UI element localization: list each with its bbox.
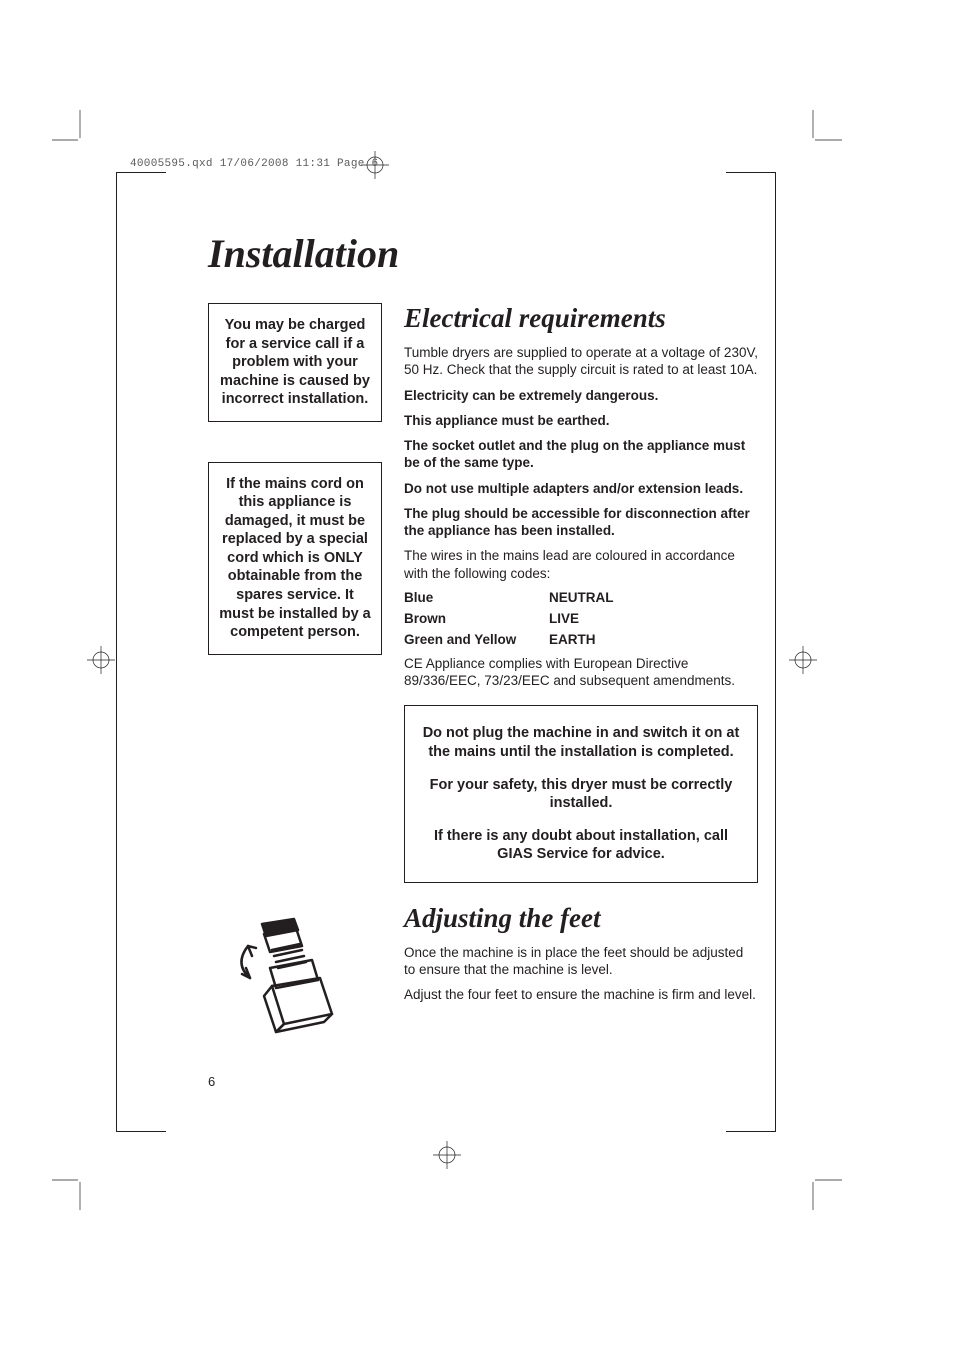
page-number: 6 (208, 1074, 215, 1089)
two-column-layout: You may be charged for a service call if… (208, 303, 758, 1012)
warning-text: If there is any doubt about installation… (421, 827, 741, 864)
wires-intro: The wires in the mains lead are coloured… (404, 547, 758, 582)
electrical-warn: This appliance must be earthed. (404, 412, 758, 429)
electrical-warn: The plug should be accessible for discon… (404, 505, 758, 540)
ce-compliance-text: CE Appliance complies with European Dire… (404, 655, 758, 690)
table-row: Brown LIVE (404, 611, 758, 626)
table-row: Blue NEUTRAL (404, 590, 758, 605)
page-root: 40005595.qxd 17/06/2008 11:31 Page 6 Ins… (0, 0, 954, 1351)
wire-terminal: EARTH (549, 632, 596, 647)
registration-mark-bottom (432, 1140, 462, 1170)
wire-colour: Green and Yellow (404, 632, 549, 647)
electrical-intro: Tumble dryers are supplied to operate at… (404, 344, 758, 379)
warning-text: Do not plug the machine in and switch it… (421, 724, 741, 761)
table-row: Green and Yellow EARTH (404, 632, 758, 647)
warning-text: For your safety, this dryer must be corr… (421, 776, 741, 813)
registration-mark-right (788, 645, 818, 675)
electrical-warn: Do not use multiple adapters and/or exte… (404, 480, 758, 497)
main-column: Electrical requirements Tumble dryers ar… (404, 303, 758, 1012)
sidebar-column: You may be charged for a service call if… (208, 303, 382, 1012)
sidebar-text: If the mains cord on this appliance is d… (219, 475, 371, 642)
wire-terminal: NEUTRAL (549, 590, 614, 605)
registration-mark-left (86, 645, 116, 675)
installation-warning-box: Do not plug the machine in and switch it… (404, 705, 758, 882)
wire-colour-table: Blue NEUTRAL Brown LIVE Green and Yellow… (404, 590, 758, 647)
heading-adjusting-feet: Adjusting the feet (404, 903, 758, 934)
electrical-warn: The socket outlet and the plug on the ap… (404, 437, 758, 472)
wire-colour: Blue (404, 590, 549, 605)
wire-colour: Brown (404, 611, 549, 626)
page-title: Installation (208, 230, 758, 277)
content-area: Installation You may be charged for a se… (208, 230, 758, 1012)
sidebar-box-mains-cord: If the mains cord on this appliance is d… (208, 462, 382, 655)
print-slug: 40005595.qxd 17/06/2008 11:31 Page 6 (130, 158, 378, 170)
feet-text: Adjust the four feet to ensure the machi… (404, 986, 758, 1003)
feet-text: Once the machine is in place the feet sh… (404, 944, 758, 979)
adjustable-foot-icon (222, 916, 342, 1036)
sidebar-box-service-charge: You may be charged for a service call if… (208, 303, 382, 422)
sidebar-text: You may be charged for a service call if… (219, 316, 371, 409)
heading-electrical: Electrical requirements (404, 303, 758, 334)
wire-terminal: LIVE (549, 611, 579, 626)
electrical-warn: Electricity can be extremely dangerous. (404, 387, 758, 404)
